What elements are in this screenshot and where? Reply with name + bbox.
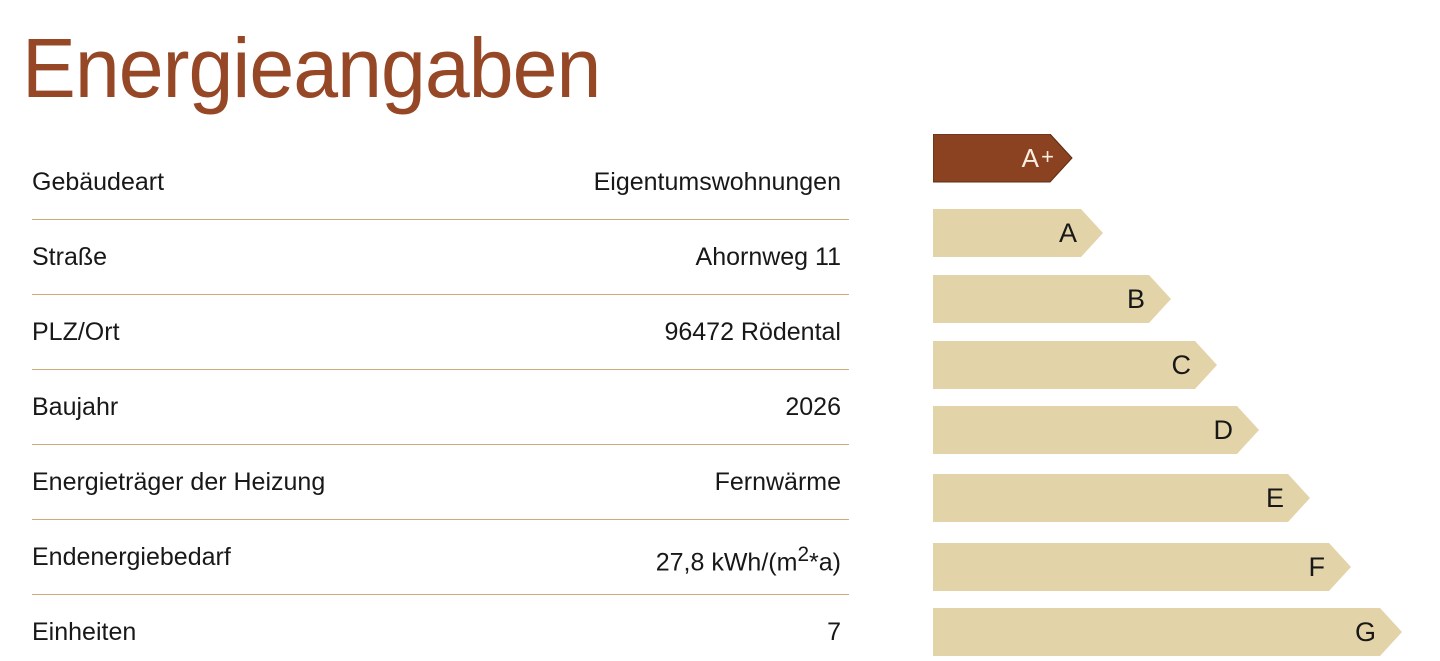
svg-text:A: A [1059,218,1077,248]
svg-text:E: E [1266,483,1284,513]
svg-text:B: B [1127,284,1145,314]
svg-text:D: D [1214,415,1234,445]
svg-text:C: C [1172,350,1192,380]
svg-text:G: G [1355,617,1376,647]
svg-text:F: F [1309,552,1326,582]
svg-text:+: + [1041,144,1054,169]
svg-text:A: A [1022,143,1040,173]
